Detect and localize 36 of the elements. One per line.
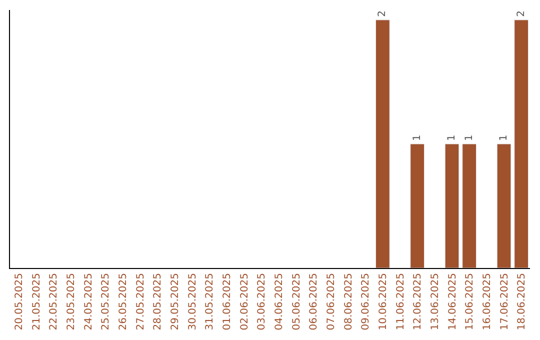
x-tick-label: 01.06.2025 (222, 273, 233, 330)
x-tick-label: 24.05.2025 (83, 273, 94, 330)
data-label: 1 (412, 134, 423, 141)
data-label: 2 (377, 10, 388, 17)
x-tick-label: 31.05.2025 (204, 273, 216, 330)
x-tick-label: 10.06.2025 (378, 273, 389, 330)
data-label: 1 (464, 134, 475, 141)
x-tick-label: 25.05.2025 (100, 273, 112, 330)
x-tick-label: 03.06.2025 (256, 273, 268, 330)
x-tick-label: 16.06.2025 (482, 273, 493, 330)
x-tick-label: 18.06.2025 (516, 273, 528, 330)
x-tick-label: 27.05.2025 (135, 273, 146, 330)
x-tick-label: 17.06.2025 (499, 273, 510, 330)
x-tick-label: 09.06.2025 (360, 273, 372, 330)
x-tick-label: 28.05.2025 (152, 273, 164, 330)
x-tick-label: 21.05.2025 (31, 273, 42, 330)
x-tick-label: 15.06.2025 (464, 273, 476, 330)
x-tick-label: 12.06.2025 (412, 273, 424, 330)
x-tick-label: 08.06.2025 (343, 273, 354, 330)
x-tick-label: 04.06.2025 (274, 273, 285, 330)
x-tick-label: 29.05.2025 (170, 273, 181, 330)
data-label: 1 (498, 134, 510, 141)
x-tick-label: 20.05.2025 (14, 273, 25, 330)
x-tick-label: 02.06.2025 (239, 273, 250, 330)
data-label: 1 (446, 134, 458, 141)
x-tick-label: 07.06.2025 (326, 273, 337, 330)
x-tick-label: 11.06.2025 (395, 273, 406, 330)
data-label: 2 (516, 10, 527, 17)
x-tick-label: 23.05.2025 (66, 273, 77, 330)
x-tick-label: 22.05.2025 (48, 273, 60, 330)
x-tick-label: 13.06.2025 (430, 273, 441, 330)
x-tick-label: 06.06.2025 (308, 273, 320, 330)
x-tick-label: 05.06.2025 (291, 273, 302, 330)
x-tick-label: 14.06.2025 (447, 273, 458, 330)
x-tick-label: 26.05.2025 (118, 273, 129, 330)
x-tick-label: 30.05.2025 (187, 273, 198, 330)
